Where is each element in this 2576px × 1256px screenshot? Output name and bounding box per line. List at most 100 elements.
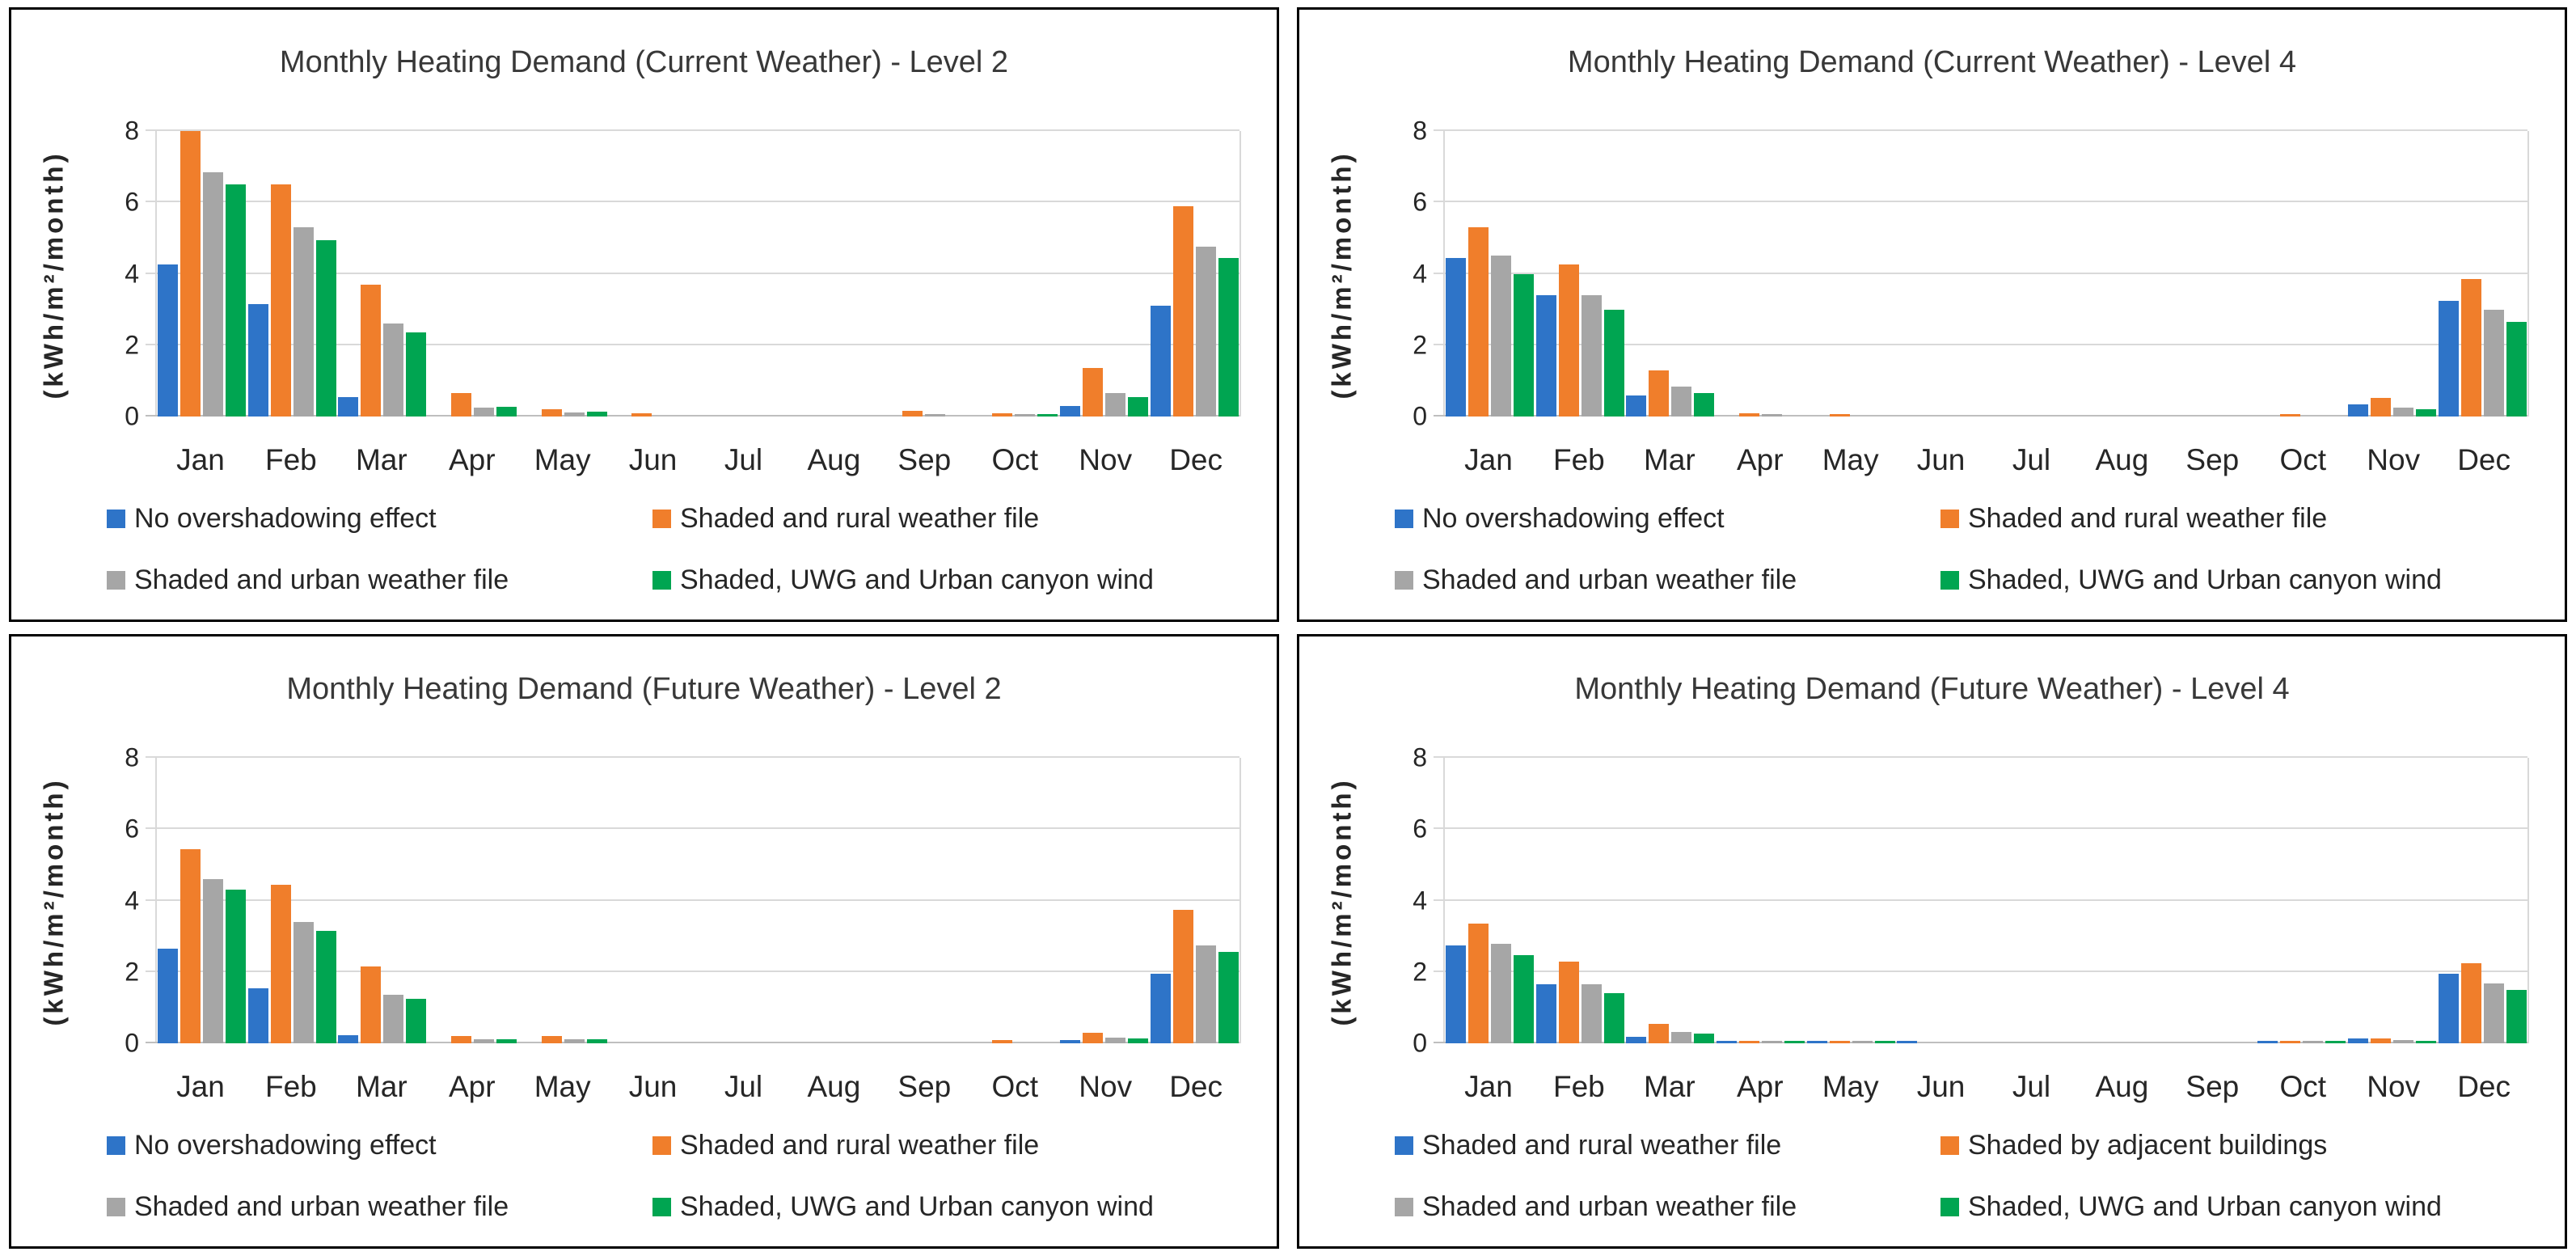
plot-area [1434, 756, 2529, 1043]
legend-item: No overshadowing effect [107, 500, 644, 537]
legend-label: Shaded and rural weather file [680, 503, 1040, 534]
x-tick-label: Jun [628, 443, 678, 476]
bar-group-sep [879, 131, 969, 417]
bar [293, 921, 314, 1043]
bar-group-apr [428, 131, 518, 417]
gridline [1434, 129, 2527, 131]
bar-group-may [517, 758, 608, 1043]
legend-item: Shaded and rural weather file [652, 500, 1190, 537]
bar [1446, 945, 1467, 1043]
legend-swatch-icon [1940, 1135, 1959, 1155]
bar [1829, 1041, 1850, 1043]
y-tick-label: 8 [1413, 116, 1427, 146]
bar [1218, 952, 1239, 1043]
y-tick-label: 8 [125, 742, 139, 772]
bar-group-dec [2437, 131, 2527, 417]
x-tick-label: Nov [1079, 1070, 1133, 1103]
legend-item: Shaded and urban weather file [107, 561, 644, 598]
y-tick-label: 4 [125, 886, 139, 915]
x-tick-label: Dec [1169, 1070, 1223, 1103]
x-tick-label: Apr [1736, 1070, 1784, 1103]
bar [1694, 393, 1715, 417]
bar [2257, 1041, 2278, 1043]
x-tick-label: Jul [2012, 443, 2051, 476]
x-tick-label: Oct [2279, 1070, 2327, 1103]
bar-group-aug [788, 131, 879, 417]
x-tick-label: Mar [355, 443, 408, 476]
bar [361, 966, 382, 1043]
bar [1535, 984, 1556, 1043]
bar [586, 1039, 607, 1043]
panel-current-weather-level-4: Monthly Heating Demand (Current Weather)… [1297, 7, 2567, 622]
bar-group-may [1805, 758, 1896, 1043]
bar-group-apr [428, 758, 518, 1043]
legend-swatch-icon [652, 570, 671, 590]
legend-label: Shaded and urban weather file [134, 1191, 509, 1222]
bar [541, 1036, 562, 1043]
bar-group-may [1805, 131, 1896, 417]
bar [474, 1038, 495, 1043]
bar [406, 998, 427, 1043]
x-tick-label: Mar [1643, 443, 1696, 476]
legend-swatch-icon [1395, 1197, 1413, 1216]
legend-item: Shaded by adjacent buildings [1940, 1127, 2478, 1164]
bar-group-may [517, 131, 608, 417]
legend-swatch-icon [1940, 570, 1959, 590]
bar-group-feb [1535, 131, 1626, 417]
x-axis-line [1434, 415, 2527, 417]
x-tick-label: Jan [1464, 1070, 1513, 1103]
x-tick-label: Aug [807, 443, 861, 476]
bar [1558, 961, 1579, 1043]
bar-group-oct [969, 758, 1059, 1043]
bar [564, 1038, 585, 1043]
legend-item: Shaded and rural weather file [1395, 1127, 1932, 1164]
y-axis-label: (kWh/m²/month) [1327, 150, 1358, 400]
gridline [146, 756, 1239, 758]
bar [1514, 954, 1535, 1043]
bar [1468, 227, 1489, 417]
bar [2280, 1041, 2301, 1043]
x-axis-labels: Jan Feb Mar Apr May Jun Jul Aug Sep Oct Nov Dec [1443, 1070, 2529, 1104]
bar [1649, 1023, 1670, 1043]
y-axis-label: (kWh/m²/month) [1327, 777, 1358, 1026]
x-tick-label: Sep [2185, 1070, 2240, 1103]
x-tick-label: Sep [897, 1070, 952, 1103]
x-tick-label: Apr [448, 1070, 496, 1103]
plot-area [1434, 129, 2529, 417]
x-tick-label: Feb [265, 443, 317, 476]
plot-area [146, 756, 1241, 1043]
bar-group-feb [247, 131, 338, 417]
bar-group-jan [1445, 131, 1535, 417]
legend-item: Shaded and urban weather file [1395, 1188, 1932, 1225]
legend-swatch-icon [652, 1197, 671, 1216]
bar [1514, 273, 1535, 417]
y-tick-label: 6 [125, 187, 139, 217]
bar-group-aug [2076, 758, 2167, 1043]
y-axis-label: (kWh/m²/month) [39, 150, 70, 400]
bar [496, 1038, 517, 1043]
bar [1172, 909, 1193, 1043]
bar-group-jul [698, 131, 788, 417]
bar [1535, 294, 1556, 417]
bar [1128, 1038, 1149, 1043]
legend-label: Shaded, UWG and Urban canyon wind [1968, 565, 2442, 595]
x-tick-label: Apr [1736, 443, 1784, 476]
bar-group-jun [1896, 131, 1987, 417]
bar [270, 884, 291, 1043]
bar-group-mar [1625, 131, 1716, 417]
gridline [146, 827, 1239, 830]
bar [1468, 924, 1489, 1043]
bar [1694, 1033, 1715, 1043]
legend-swatch-icon [652, 1135, 671, 1155]
bar [2371, 1038, 2392, 1043]
bar [2393, 1039, 2414, 1043]
bar [1603, 993, 1624, 1043]
bar [1491, 256, 1512, 417]
bar [203, 171, 224, 417]
bar [2438, 300, 2459, 417]
bar [1739, 1041, 1760, 1043]
legend-item: Shaded, UWG and Urban canyon wind [652, 1188, 1190, 1225]
y-tick-label: 6 [125, 814, 139, 844]
bar [203, 879, 224, 1043]
